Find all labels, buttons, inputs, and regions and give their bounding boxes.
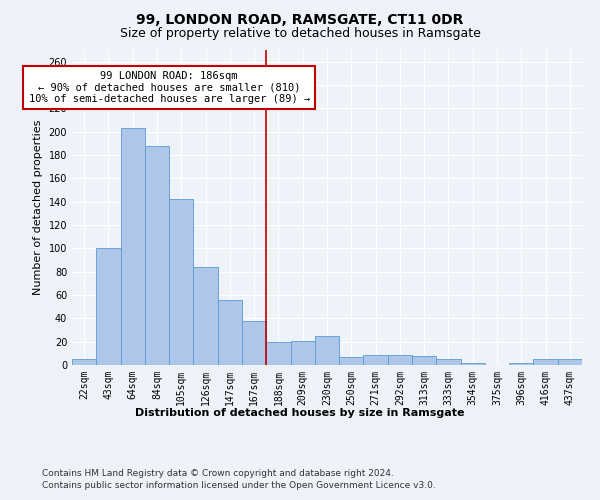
Bar (315, 336, 339, 365)
Text: Distribution of detached houses by size in Ramsgate: Distribution of detached houses by size … (135, 408, 465, 418)
Bar (412, 356, 436, 365)
Bar (145, 146, 169, 365)
Bar (242, 320, 266, 365)
Bar (169, 200, 193, 365)
Bar (436, 359, 461, 365)
Text: Contains public sector information licensed under the Open Government Licence v3: Contains public sector information licen… (42, 481, 436, 490)
Bar (509, 362, 533, 365)
Bar (96, 248, 121, 365)
Bar (266, 342, 290, 365)
Y-axis label: Number of detached properties: Number of detached properties (33, 120, 43, 295)
Bar (193, 267, 218, 365)
Bar (121, 128, 145, 365)
Text: Size of property relative to detached houses in Ramsgate: Size of property relative to detached ho… (119, 28, 481, 40)
Text: 99, LONDON ROAD, RAMSGATE, CT11 0DR: 99, LONDON ROAD, RAMSGATE, CT11 0DR (136, 12, 464, 26)
Bar (558, 359, 582, 365)
Bar (339, 357, 364, 365)
Bar (461, 362, 485, 365)
Text: 99 LONDON ROAD: 186sqm
← 90% of detached houses are smaller (810)
10% of semi-de: 99 LONDON ROAD: 186sqm ← 90% of detached… (29, 71, 310, 104)
Bar (364, 354, 388, 365)
Bar (388, 354, 412, 365)
Bar (218, 300, 242, 365)
Text: Contains HM Land Registry data © Crown copyright and database right 2024.: Contains HM Land Registry data © Crown c… (42, 468, 394, 477)
Bar (290, 340, 315, 365)
Bar (72, 359, 96, 365)
Bar (533, 359, 558, 365)
